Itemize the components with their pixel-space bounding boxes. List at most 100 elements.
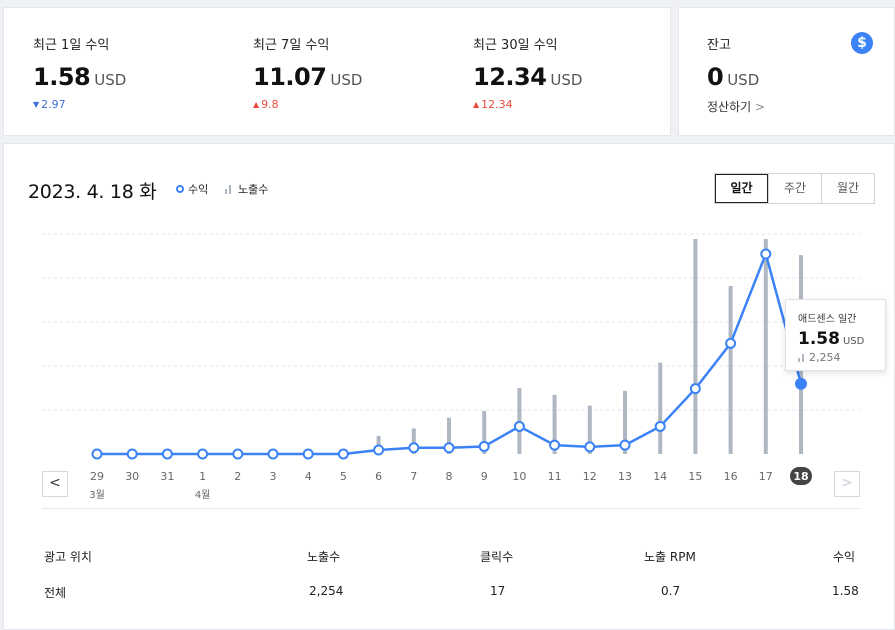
stat-change-value: 12.34: [481, 98, 513, 111]
tooltip-number: 1.58: [798, 329, 840, 349]
x-tick-label: 29: [90, 470, 104, 483]
chart-tooltip: 애드센스 일간 1.58 USD 2,254: [785, 299, 886, 371]
x-tick-label: 5: [340, 470, 347, 483]
settle-label: 정산하기: [707, 100, 752, 114]
x-month-label: 4월: [195, 489, 211, 501]
table-cell-revenue: 1.58: [832, 584, 859, 598]
tooltip-unit: USD: [842, 336, 865, 347]
balance-label: 잔고: [707, 38, 731, 53]
table-divider: [42, 508, 860, 509]
revenue-point: [408, 442, 420, 454]
stat-balance: 잔고 0 USD: [707, 34, 759, 91]
x-tick-label: 15: [688, 470, 702, 483]
stat-30day: 최근 30일 수익 12.34 USD ▲ 12.34: [473, 34, 582, 111]
settle-link[interactable]: 정산하기 >: [707, 98, 765, 115]
revenue-point: [232, 448, 244, 460]
revenue-chart-card: 2023. 4. 18 화 수익 노출수 일간 주간 월간 29 30 31 1 2 3 4…: [3, 143, 895, 630]
x-tick-label: 4: [305, 470, 312, 483]
x-tick-label: 8: [446, 470, 453, 483]
prev-button[interactable]: <: [42, 471, 68, 497]
x-tick-label: 11: [548, 470, 562, 483]
revenue-point: [478, 440, 490, 452]
tooltip-title: 애드센스 일간: [798, 314, 857, 325]
balance-unit: USD: [727, 71, 760, 89]
stat-number: 11.07: [253, 63, 327, 91]
chevron-left-icon: <: [49, 475, 61, 491]
revenue-point: [760, 248, 772, 260]
stat-change: ▲ 9.8: [253, 98, 362, 111]
revenue-point: [443, 442, 455, 454]
stat-value: 12.34 USD: [473, 63, 582, 91]
revenue-point: [513, 420, 525, 432]
revenue-point: [654, 420, 666, 432]
x-tick-label: 1: [199, 470, 206, 483]
x-tick-label: 10: [512, 470, 526, 483]
x-month-label: 3월: [89, 489, 105, 501]
stat-unit: USD: [94, 71, 127, 89]
revenue-point: [302, 448, 314, 460]
table-cell-impressions: 2,254: [309, 584, 344, 598]
tab-daily[interactable]: 일간: [715, 174, 768, 203]
dollar-icon: $: [851, 32, 873, 54]
next-button[interactable]: >: [834, 471, 860, 497]
triangle-up-icon: ▲: [253, 100, 260, 109]
stat-change-value: 2.97: [41, 98, 66, 111]
table-cell-placement: 전체: [44, 586, 67, 600]
x-tick-label: 13: [618, 470, 632, 483]
revenue-point: [126, 448, 138, 460]
earnings-summary-card: 최근 1일 수익 1.58 USD ▼ 2.97 최근 7일 수익 11.07 USD…: [3, 7, 671, 136]
legend-revenue: 수익: [176, 181, 208, 197]
legend-impressions-label: 노출수: [238, 183, 269, 196]
triangle-down-icon: ▼: [33, 100, 40, 109]
bar-chart-icon: [225, 184, 233, 194]
table-header-rpm: 노출 RPM: [644, 550, 696, 564]
table-cell-clicks: 17: [490, 584, 506, 598]
x-tick-label-selected: 18: [793, 470, 808, 483]
x-tick-label: 7: [410, 470, 417, 483]
stat-value: 11.07 USD: [253, 63, 362, 91]
table-header-impressions: 노출수: [307, 550, 341, 564]
stat-label: 최근 30일 수익: [473, 38, 558, 53]
tab-weekly[interactable]: 주간: [768, 174, 821, 203]
x-tick-label: 30: [125, 470, 139, 483]
stat-value: 1.58 USD: [33, 63, 126, 91]
stat-change-value: 9.8: [261, 98, 279, 111]
chart-date: 2023. 4. 18 화: [28, 181, 157, 203]
revenue-point: [91, 448, 103, 460]
revenue-point: [584, 441, 596, 453]
stat-label: 최근 1일 수익: [33, 38, 110, 53]
x-tick-label: 31: [160, 470, 174, 483]
x-tick-label: 2: [234, 470, 241, 483]
stat-label: 최근 7일 수익: [253, 38, 330, 53]
x-tick-label: 12: [583, 470, 597, 483]
legend-revenue-label: 수익: [188, 183, 209, 196]
table-cell-rpm: 0.7: [661, 584, 681, 598]
stat-unit: USD: [330, 71, 363, 89]
revenue-point: [161, 448, 173, 460]
table-header-clicks: 클릭수: [480, 550, 514, 564]
stat-change: ▼ 2.97: [33, 98, 126, 111]
revenue-point: [337, 448, 349, 460]
table-header-placement: 광고 위치: [44, 550, 92, 564]
revenue-point: [373, 444, 385, 456]
tab-monthly[interactable]: 월간: [821, 174, 874, 203]
balance-number: 0: [707, 63, 724, 91]
bar-chart-icon: [798, 353, 805, 362]
revenue-point-selected: [795, 377, 807, 390]
chevron-right-icon: >: [755, 100, 766, 114]
revenue-point: [549, 439, 561, 451]
revenue-point: [619, 439, 631, 451]
stat-change: ▲ 12.34: [473, 98, 582, 111]
balance-card: 잔고 0 USD 정산하기 > $: [678, 7, 895, 136]
stat-number: 1.58: [33, 63, 91, 91]
circle-icon: [176, 185, 184, 193]
tooltip-impressions-value: 2,254: [809, 351, 841, 364]
x-tick-label: 16: [724, 470, 738, 483]
table-header-revenue: 수익: [833, 550, 856, 564]
revenue-point: [689, 383, 701, 395]
x-tick-label: 9: [481, 470, 488, 483]
x-tick-label: 14: [653, 470, 667, 483]
revenue-point: [267, 448, 279, 460]
x-tick-label: 6: [375, 470, 382, 483]
